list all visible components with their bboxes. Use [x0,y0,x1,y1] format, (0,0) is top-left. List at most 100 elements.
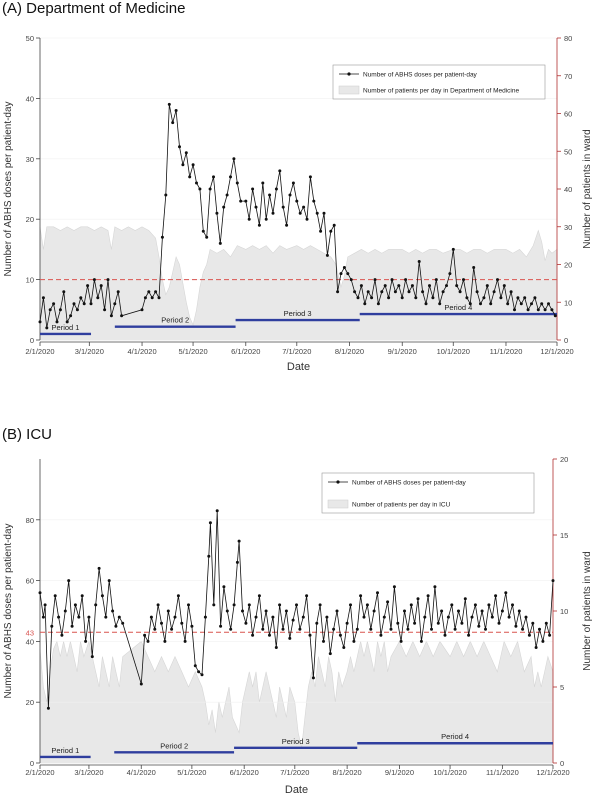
doses-point [534,646,538,649]
doses-point [285,223,289,227]
doses-point [218,241,222,245]
doses-point [440,609,444,613]
doses-point [338,633,342,637]
doses-point [356,296,360,300]
doses-point [513,308,516,312]
doses-point [423,615,427,619]
doses-point [235,181,239,185]
doses-point [251,187,255,191]
doses-point [79,296,83,300]
doses-point [370,296,374,300]
period-label: Period 3 [282,737,310,746]
doses-point [436,621,440,625]
doses-point [73,603,77,607]
doses-point [473,603,477,607]
doses-point [342,266,346,269]
doses-point [499,296,503,300]
period-label: Period 2 [160,741,188,750]
doses-point [315,621,319,625]
doses-point [46,706,50,710]
doses-point [41,296,45,300]
doses-point [527,633,531,637]
y-axis-label-right: Number of patients in ward [582,129,593,249]
y-tick-label-right: 10 [564,298,572,307]
doses-point [484,627,487,631]
doses-point [215,211,219,215]
doses-point [41,615,45,619]
doses-point [188,175,192,179]
doses-point [143,633,147,637]
doses-point [247,217,251,221]
x-axis-label: Date [285,784,308,796]
y-tick-label-right: 60 [564,110,572,119]
doses-point [460,621,464,625]
doses-point [156,603,160,607]
doses-point [203,615,207,619]
doses-point [100,594,104,598]
doses-point [212,603,216,607]
doses-point [475,290,479,294]
doses-point [164,193,168,197]
doses-point [45,326,49,330]
doses-point [406,627,410,631]
doses-point [251,633,255,637]
x-tick-label: 6/1/2020 [231,347,260,356]
doses-point [328,652,332,656]
y-tick-label-right: 20 [564,261,572,270]
y-tick-label-left: 40 [26,637,34,646]
doses-point [232,157,236,161]
doses-point [417,260,421,263]
doses-point [212,175,215,179]
doses-point [526,308,530,312]
doses-point [409,603,413,607]
doses-point [264,609,268,613]
x-tick-label: 3/1/2020 [74,768,103,777]
y-axis-label-left: Number of ABHS doses per patient-day [3,101,14,276]
doses-point [268,193,272,197]
y-tick-label-right: 80 [564,34,572,43]
doses-point [322,211,326,215]
legend-label-doses: Number of ABHS doses per patient-day [363,72,478,79]
doses-point [55,320,59,324]
doses-point [332,627,336,631]
x-tick-label: 4/1/2020 [127,768,156,777]
doses-point [278,603,282,607]
doses-point [433,585,437,589]
doses-point [247,603,251,607]
doses-point [62,290,66,294]
doses-point [451,247,455,251]
doses-point [229,175,232,179]
doses-point [121,621,125,625]
doses-point [87,615,91,619]
doses-point [157,296,161,300]
doses-point [219,624,223,628]
doses-point [325,615,329,619]
doses-point [120,314,124,318]
doses-point [426,594,430,598]
legend-label-patients: Number of patients per day in Department… [363,88,519,95]
doses-point [116,290,120,294]
doses-point [455,284,459,288]
doses-point [208,187,212,191]
doses-point [379,633,383,637]
doses-point [355,627,359,631]
doses-point [271,615,275,619]
doses-point [38,591,42,595]
doses-point [160,235,164,239]
doses-point [319,229,323,233]
doses-point [86,284,90,288]
doses-point [284,609,288,613]
doses-point [509,290,513,294]
doses-point [414,296,418,300]
doses-point [193,664,197,668]
doses-point [80,594,84,598]
doses-point [544,621,548,625]
doses-point [487,603,491,607]
doses-point [106,278,110,282]
doses-point [107,579,111,583]
doses-point [339,272,343,276]
doses-point [146,639,150,643]
doses-point [407,290,411,294]
doses-point [359,284,363,288]
doses-point [184,151,188,155]
